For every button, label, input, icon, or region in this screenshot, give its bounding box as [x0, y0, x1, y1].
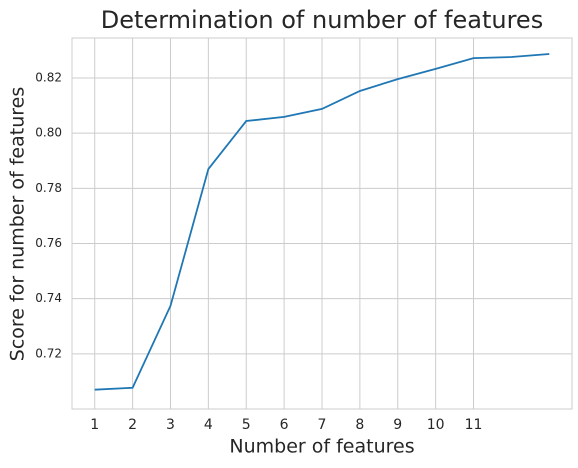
- plot-frame: [71, 37, 573, 410]
- x-axis-label: Number of features: [229, 436, 414, 458]
- x-tick-label: 8: [355, 417, 364, 433]
- x-tick-label: 10: [427, 417, 445, 433]
- chart-title: Determination of number of features: [101, 6, 543, 34]
- y-axis-label: Score for number of features: [7, 87, 29, 361]
- y-tick-label: 0.80: [35, 126, 62, 140]
- x-tick-label: 5: [242, 417, 251, 433]
- y-tick-label: 0.76: [35, 236, 62, 250]
- x-tick-label: 11: [465, 417, 483, 433]
- x-tick-label: 1: [90, 417, 99, 433]
- x-tick-label: 7: [318, 417, 327, 433]
- x-tick-label: 3: [166, 417, 175, 433]
- y-tick-label: 0.72: [35, 346, 62, 360]
- x-tick-label: 9: [393, 417, 402, 433]
- y-tick-label: 0.82: [35, 70, 62, 84]
- x-tick-label: 4: [204, 417, 213, 433]
- data-line: [94, 53, 550, 391]
- y-tick-label: 0.78: [35, 181, 62, 195]
- x-tick-label: 2: [128, 417, 137, 433]
- y-tick-label: 0.74: [35, 291, 62, 305]
- x-tick-label: 6: [280, 417, 289, 433]
